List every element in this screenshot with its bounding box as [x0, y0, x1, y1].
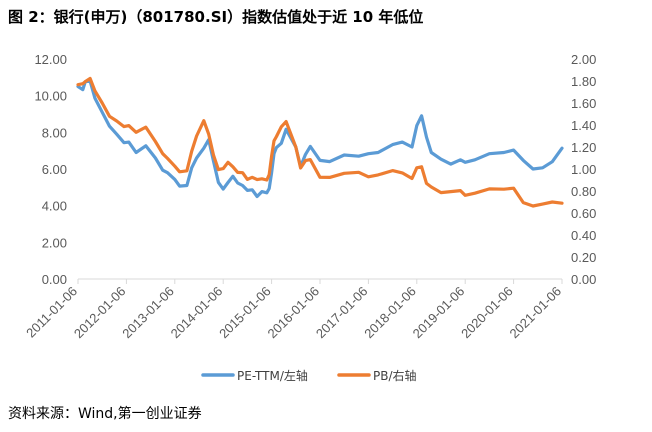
- legend-label-pe: PE-TTM/左轴: [237, 368, 308, 383]
- right-tick-label: 1.20: [571, 140, 596, 155]
- left-axis: 0.00 2.00 4.00 6.00 8.00 10.00 12.00: [34, 52, 67, 287]
- right-tick-label: 0.40: [571, 228, 596, 243]
- right-tick-label: 1.60: [571, 96, 596, 111]
- left-tick-label: 12.00: [34, 52, 67, 67]
- right-tick-label: 1.00: [571, 162, 596, 177]
- right-tick-label: 1.80: [571, 74, 596, 89]
- chart-title: 图 2：银行(申万)（801780.SI）指数估值处于近 10 年低位: [8, 8, 424, 26]
- left-tick-label: 10.00: [34, 89, 67, 104]
- right-tick-label: 0.60: [571, 206, 596, 221]
- series-line-pb: [76, 76, 564, 208]
- right-tick-label: 1.40: [571, 118, 596, 133]
- x-axis: 2011-01-062012-01-062013-01-062014-01-06…: [23, 279, 564, 341]
- x-tick-label: 2021-01-06: [506, 284, 564, 342]
- left-tick-label: 8.00: [42, 125, 67, 140]
- plot-lines: [76, 76, 564, 208]
- left-tick-label: 4.00: [42, 199, 67, 214]
- right-axis: 0.00 0.20 0.40 0.60 0.80 1.00 1.20 1.40 1.60 1.80…: [571, 52, 596, 287]
- legend: PE-TTM/左轴 PB/右轴: [201, 368, 417, 383]
- right-tick-label: 0.00: [571, 272, 596, 287]
- right-tick-label: 0.80: [571, 184, 596, 199]
- left-tick-label: 6.00: [42, 162, 67, 177]
- left-tick-label: 0.00: [42, 272, 67, 287]
- right-tick-label: 2.00: [571, 52, 596, 67]
- left-tick-label: 2.00: [42, 235, 67, 250]
- series-line-pe: [76, 79, 564, 199]
- right-tick-label: 0.20: [571, 250, 596, 265]
- legend-label-pb: PB/右轴: [373, 368, 417, 383]
- source-note: 资料来源：Wind,第一创业证券: [8, 406, 202, 422]
